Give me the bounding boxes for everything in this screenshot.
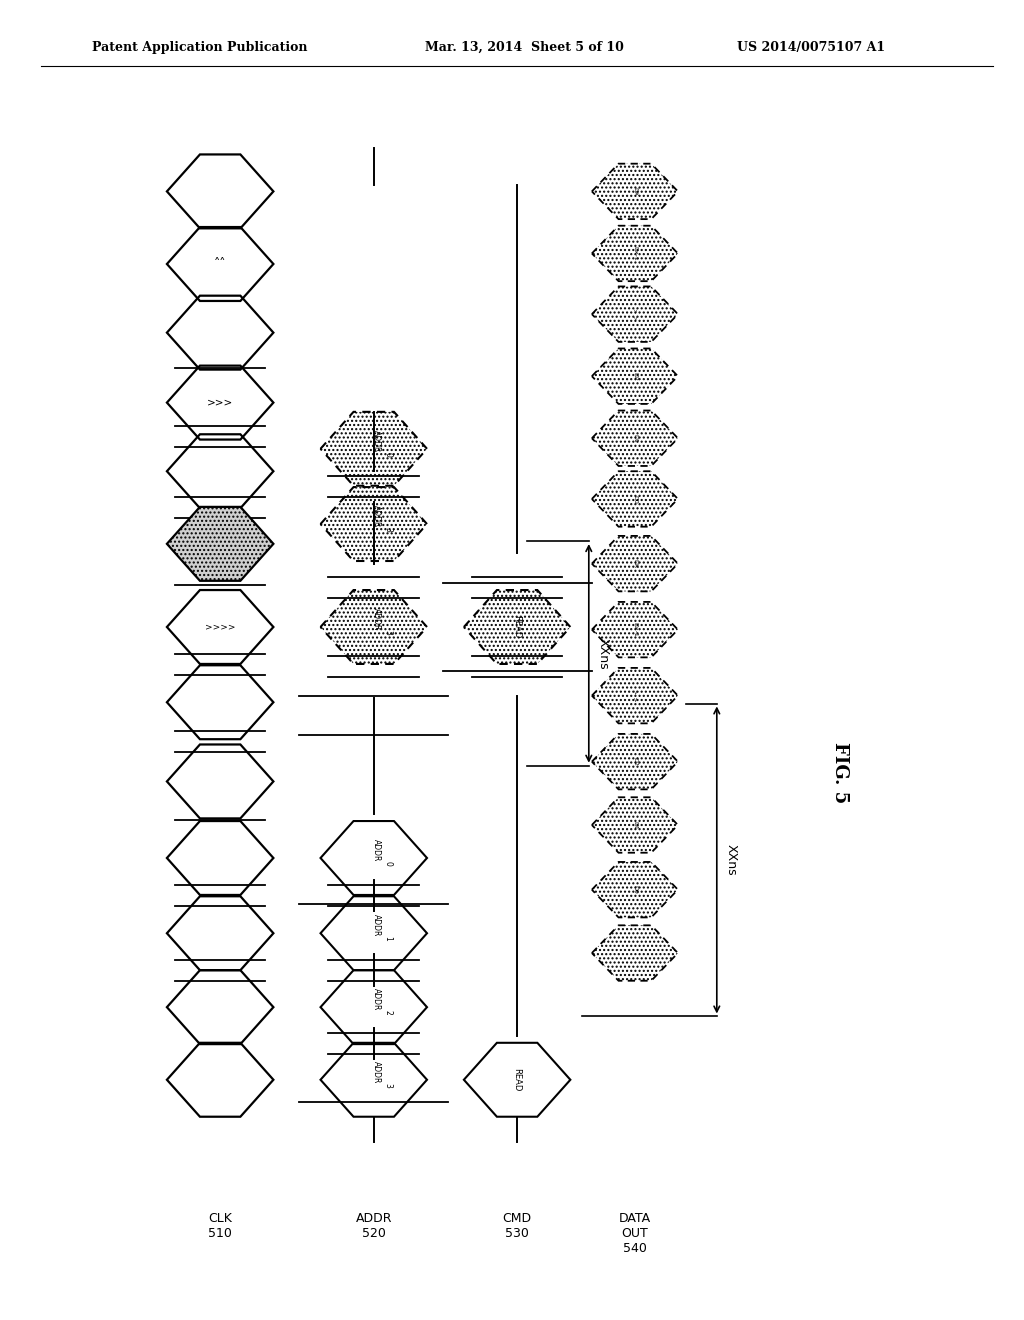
Text: 3: 3 — [384, 527, 392, 532]
Text: Dx-1: Dx-1 — [633, 622, 637, 638]
Text: >>>: >>> — [207, 397, 233, 408]
Text: D2: D2 — [633, 758, 637, 766]
Text: DX: DX — [633, 560, 637, 568]
Text: Patent Application Publication: Patent Application Publication — [92, 41, 307, 54]
Text: ADDR: ADDR — [373, 915, 381, 936]
Polygon shape — [167, 507, 273, 581]
Text: DATA
OUT
540: DATA OUT 540 — [618, 1212, 651, 1255]
Text: > >: > > — [633, 689, 637, 702]
Text: > >: > > — [633, 308, 637, 321]
Text: ADDR
520: ADDR 520 — [355, 1212, 392, 1239]
Text: D0: D0 — [633, 495, 637, 503]
Text: D1: D1 — [633, 821, 637, 829]
Text: D1: D1 — [633, 434, 637, 442]
Text: ADDR: ADDR — [373, 1061, 381, 1082]
Text: Dx-1: Dx-1 — [633, 246, 637, 261]
Text: US 2014/0075107 A1: US 2014/0075107 A1 — [737, 41, 886, 54]
Text: READ: READ — [513, 615, 521, 639]
Text: 0: 0 — [384, 451, 392, 457]
Text: ˄˄: ˄˄ — [214, 257, 226, 271]
Text: D2: D2 — [633, 372, 637, 380]
Text: ADDR: ADDR — [373, 609, 381, 630]
Text: 2: 2 — [384, 1010, 392, 1015]
Text: XXns: XXns — [597, 638, 609, 669]
Text: 3: 3 — [384, 630, 392, 635]
Text: ADDR: ADDR — [373, 989, 381, 1010]
Text: 1: 1 — [384, 936, 392, 941]
Text: Mar. 13, 2014  Sheet 5 of 10: Mar. 13, 2014 Sheet 5 of 10 — [425, 41, 624, 54]
Text: READ: READ — [513, 1068, 521, 1092]
Text: CLK
510: CLK 510 — [208, 1212, 232, 1239]
Text: XXns: XXns — [725, 845, 737, 875]
Text: >>>>: >>>> — [205, 623, 236, 631]
Text: DX: DX — [633, 187, 637, 195]
Text: 0: 0 — [384, 861, 392, 866]
Text: ADDR: ADDR — [373, 506, 381, 527]
Text: ADDR: ADDR — [373, 430, 381, 451]
Text: FIG. 5: FIG. 5 — [830, 742, 849, 803]
Text: D0: D0 — [633, 886, 637, 894]
Text: CMD
530: CMD 530 — [503, 1212, 531, 1239]
Text: ADDR: ADDR — [373, 840, 381, 861]
Text: 3: 3 — [384, 1082, 392, 1088]
